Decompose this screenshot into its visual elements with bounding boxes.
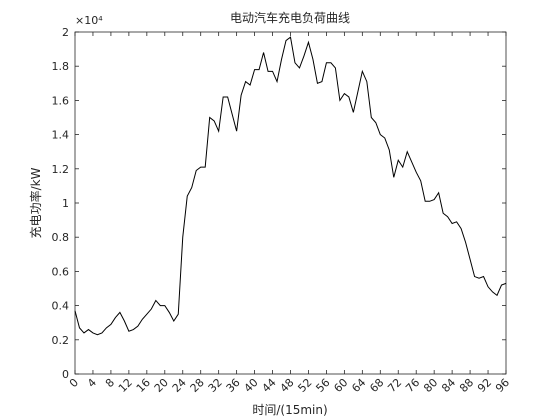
y-tick-label: 1.2: [52, 163, 70, 176]
y-tick-label: 2: [62, 26, 69, 39]
series-line: [74, 36, 507, 336]
y-tick-label: 1.6: [52, 94, 70, 107]
y-tick-label: 1.4: [52, 129, 70, 142]
y-tick-label: 0.8: [52, 231, 70, 244]
y-tick-label: 0.4: [52, 300, 70, 313]
y-tick-label: 0.2: [52, 334, 70, 347]
y-tick-label: 0.6: [52, 265, 70, 278]
y-axis-label: 充电功率/kW: [28, 167, 43, 238]
y-tick-label: 0: [62, 368, 69, 381]
x-axis-label: 时间/(15min): [252, 403, 327, 417]
y-tick-label: 1.8: [52, 60, 70, 73]
y-exponent: ×10⁴: [75, 14, 103, 27]
chart-title: 电动汽车充电负荷曲线: [230, 10, 350, 25]
y-tick-label: 1: [62, 197, 69, 210]
